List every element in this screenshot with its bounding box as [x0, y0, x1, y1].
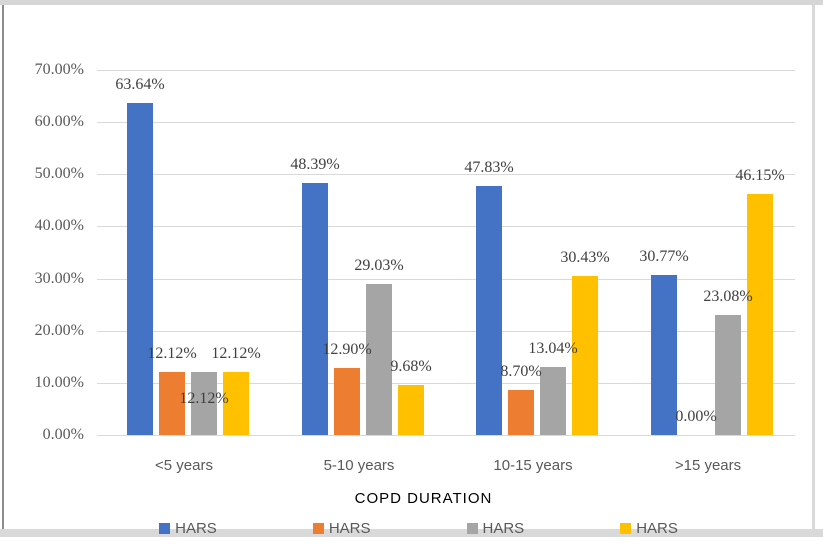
gridline	[97, 70, 795, 71]
x-axis-title: COPD DURATION	[354, 490, 493, 507]
bar-series1-cat3	[476, 186, 502, 435]
data-label: 47.83%	[464, 159, 514, 176]
page-edge-top	[0, 0, 823, 5]
data-label: 12.12%	[211, 345, 261, 362]
bar-series4-cat2	[398, 385, 424, 435]
data-label: 8.70%	[500, 363, 542, 380]
x-axis-category-label: >15 years	[674, 457, 742, 474]
page-edge-bottom	[0, 529, 823, 537]
legend-marker-icon	[620, 522, 632, 534]
bar-series1-cat4	[651, 275, 677, 435]
legend-item-2: HARS	[312, 519, 371, 537]
y-axis-tick-label: 10.00%	[34, 374, 84, 391]
data-label: 63.64%	[115, 76, 165, 93]
data-label: 12.90%	[322, 341, 372, 358]
legend-label: HARS	[636, 519, 678, 537]
data-label: 30.43%	[560, 249, 610, 266]
gridline	[97, 174, 795, 175]
legend-marker-icon	[312, 522, 324, 534]
x-axis-category-label: 5-10 years	[323, 457, 395, 474]
y-axis-tick-label: 20.00%	[34, 322, 84, 339]
data-label: 12.12%	[147, 345, 197, 362]
legend-item-1: HARS	[159, 521, 217, 536]
x-axis-category-label: <5 years	[155, 457, 213, 474]
legend-item-4: HARS	[620, 521, 678, 536]
gridline	[97, 226, 795, 227]
bar-series4-cat3	[572, 276, 598, 435]
legend-label: HARS	[328, 519, 371, 537]
y-axis-tick-label: 50.00%	[34, 165, 84, 182]
bar-series3-cat2	[366, 284, 392, 435]
gridline	[97, 383, 795, 384]
bar-series2-cat3	[508, 390, 534, 435]
data-label: 0.00%	[675, 408, 717, 425]
data-label: 23.08%	[703, 288, 753, 305]
data-label: 12.12%	[179, 390, 229, 407]
bar-series2-cat1	[159, 372, 185, 435]
legend: HARS HARS HARS HARS	[14, 519, 823, 537]
page-edge-right	[812, 5, 815, 536]
legend-marker-icon	[466, 522, 478, 534]
bar-series4-cat4	[747, 194, 773, 435]
y-axis-tick-label: 30.00%	[34, 270, 84, 287]
gridline	[97, 122, 795, 123]
y-axis-tick-label: 60.00%	[34, 113, 84, 130]
bar-series4-cat1	[223, 372, 249, 435]
legend-item-3: HARS	[466, 519, 525, 537]
bar-series1-cat1	[127, 103, 153, 435]
data-label: 48.39%	[290, 156, 340, 173]
data-label: 30.77%	[639, 248, 689, 265]
data-label: 9.68%	[390, 358, 432, 375]
chart-border-left	[2, 5, 4, 536]
gridline	[97, 331, 795, 332]
bar-series2-cat2	[334, 368, 360, 435]
y-axis-tick-label: 0.00%	[42, 426, 84, 443]
legend-label: HARS	[175, 519, 217, 537]
gridline	[97, 279, 795, 280]
bar-series3-cat1	[191, 372, 217, 435]
legend-label: HARS	[482, 519, 525, 537]
x-axis-category-label: 10-15 years	[493, 457, 573, 474]
data-label: 13.04%	[528, 340, 578, 357]
legend-marker-icon	[159, 522, 171, 534]
x-axis-line	[97, 435, 795, 436]
data-label: 29.03%	[354, 257, 404, 274]
bar-series1-cat2	[302, 183, 328, 435]
bar-series3-cat4	[715, 315, 741, 435]
y-axis-tick-label: 40.00%	[34, 217, 84, 234]
y-axis-tick-label: 70.00%	[34, 61, 84, 78]
data-label: 46.15%	[735, 167, 785, 184]
bar-series3-cat3	[540, 367, 566, 435]
